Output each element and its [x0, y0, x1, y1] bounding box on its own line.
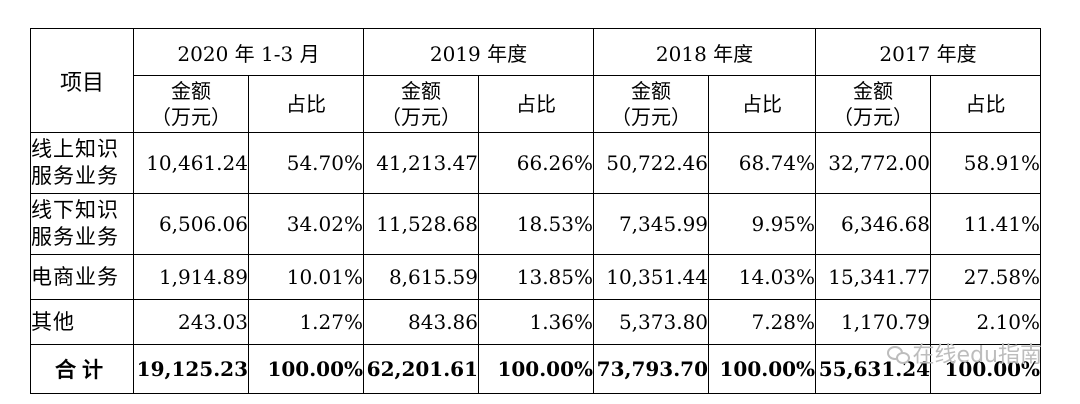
- ratio-cell: 100.00%: [248, 344, 364, 394]
- table-row-offline: 线下知识 服务业务 6,506.06 34.02% 11,528.68 18.53…: [30, 193, 1042, 255]
- amount-cell: 6,506.06: [133, 193, 249, 255]
- ratio-cell: 58.91%: [930, 132, 1042, 194]
- amount-cell: 11,528.68: [363, 193, 479, 255]
- ratio-cell: 11.41%: [930, 193, 1042, 255]
- period-header: 2019 年度: [362, 28, 595, 76]
- ratio-header: 占比: [477, 75, 595, 133]
- amount-cell: 15,341.77: [815, 254, 932, 300]
- ratio-cell: 27.58%: [930, 254, 1042, 300]
- table-row-ecommerce: 电商业务 1,914.89 10.01% 8,615.59 13.85% 10,…: [30, 254, 1042, 300]
- ratio-cell: 9.95%: [708, 193, 817, 255]
- row-label: 其他: [30, 299, 134, 345]
- ratio-cell: 100.00%: [930, 344, 1042, 394]
- table-row-online: 线上知识 服务业务 10,461.24 54.70% 41,213.47 66.2…: [30, 132, 1042, 194]
- revenue-table: 项目 2020 年 1-3 月 2019 年度 2018 年度 2017 年度 …: [30, 28, 1042, 394]
- period-header: 2018 年度: [593, 28, 817, 76]
- ratio-cell: 68.74%: [708, 132, 817, 194]
- amount-cell: 19,125.23: [133, 344, 249, 394]
- amount-cell: 32,772.00: [815, 132, 932, 194]
- amount-cell: 62,201.61: [363, 344, 479, 394]
- ratio-cell: 7.28%: [708, 299, 817, 345]
- amount-cell: 73,793.70: [593, 344, 710, 394]
- amount-cell: 1,914.89: [133, 254, 249, 300]
- ratio-cell: 66.26%: [477, 132, 595, 194]
- amount-cell: 55,631.24: [815, 344, 932, 394]
- total-label: 合计: [30, 344, 134, 394]
- amount-cell: 8,615.59: [363, 254, 479, 300]
- ratio-cell: 13.85%: [477, 254, 595, 300]
- amount-cell: 41,213.47: [363, 132, 479, 194]
- amount-header: 金额 （万元）: [815, 75, 932, 133]
- amount-header: 金额 （万元）: [363, 75, 479, 133]
- amount-header: 金额 （万元）: [593, 75, 710, 133]
- ratio-cell: 14.03%: [708, 254, 817, 300]
- ratio-cell: 18.53%: [477, 193, 595, 255]
- table-row-total: 合计 19,125.23 100.00% 62,201.61 100.00% 7…: [30, 344, 1042, 394]
- ratio-cell: 10.01%: [248, 254, 364, 300]
- item-header: 项目: [30, 28, 134, 133]
- ratio-cell: 2.10%: [930, 299, 1042, 345]
- amount-cell: 50,722.46: [593, 132, 710, 194]
- ratio-header: 占比: [248, 75, 364, 133]
- amount-cell: 243.03: [133, 299, 249, 345]
- amount-cell: 5,373.80: [593, 299, 710, 345]
- ratio-cell: 54.70%: [248, 132, 364, 194]
- period-header: 2020 年 1-3 月: [133, 28, 364, 76]
- ratio-cell: 1.36%: [477, 299, 595, 345]
- period-header: 2017 年度: [815, 28, 1042, 76]
- ratio-cell: 34.02%: [248, 193, 364, 255]
- amount-cell: 6,346.68: [815, 193, 932, 255]
- sub-header-row: 金额 （万元） 占比 金额 （万元） 占比 金额 （万元） 占比 金额 （万元） 占比: [31, 75, 1042, 133]
- row-label: 电商业务: [30, 254, 134, 300]
- ratio-cell: 100.00%: [477, 344, 595, 394]
- ratio-header: 占比: [930, 75, 1042, 133]
- amount-cell: 1,170.79: [815, 299, 932, 345]
- table-row-other: 其他 243.03 1.27% 843.86 1.36% 5,373.80 7.…: [30, 299, 1042, 345]
- row-label: 线上知识 服务业务: [30, 132, 134, 194]
- amount-header: 金额 （万元）: [133, 75, 249, 133]
- amount-cell: 7,345.99: [593, 193, 710, 255]
- ratio-header: 占比: [708, 75, 817, 133]
- ratio-cell: 1.27%: [248, 299, 364, 345]
- ratio-cell: 100.00%: [708, 344, 817, 394]
- row-label: 线下知识 服务业务: [30, 193, 134, 255]
- amount-cell: 10,351.44: [593, 254, 710, 300]
- amount-cell: 10,461.24: [133, 132, 249, 194]
- amount-cell: 843.86: [363, 299, 479, 345]
